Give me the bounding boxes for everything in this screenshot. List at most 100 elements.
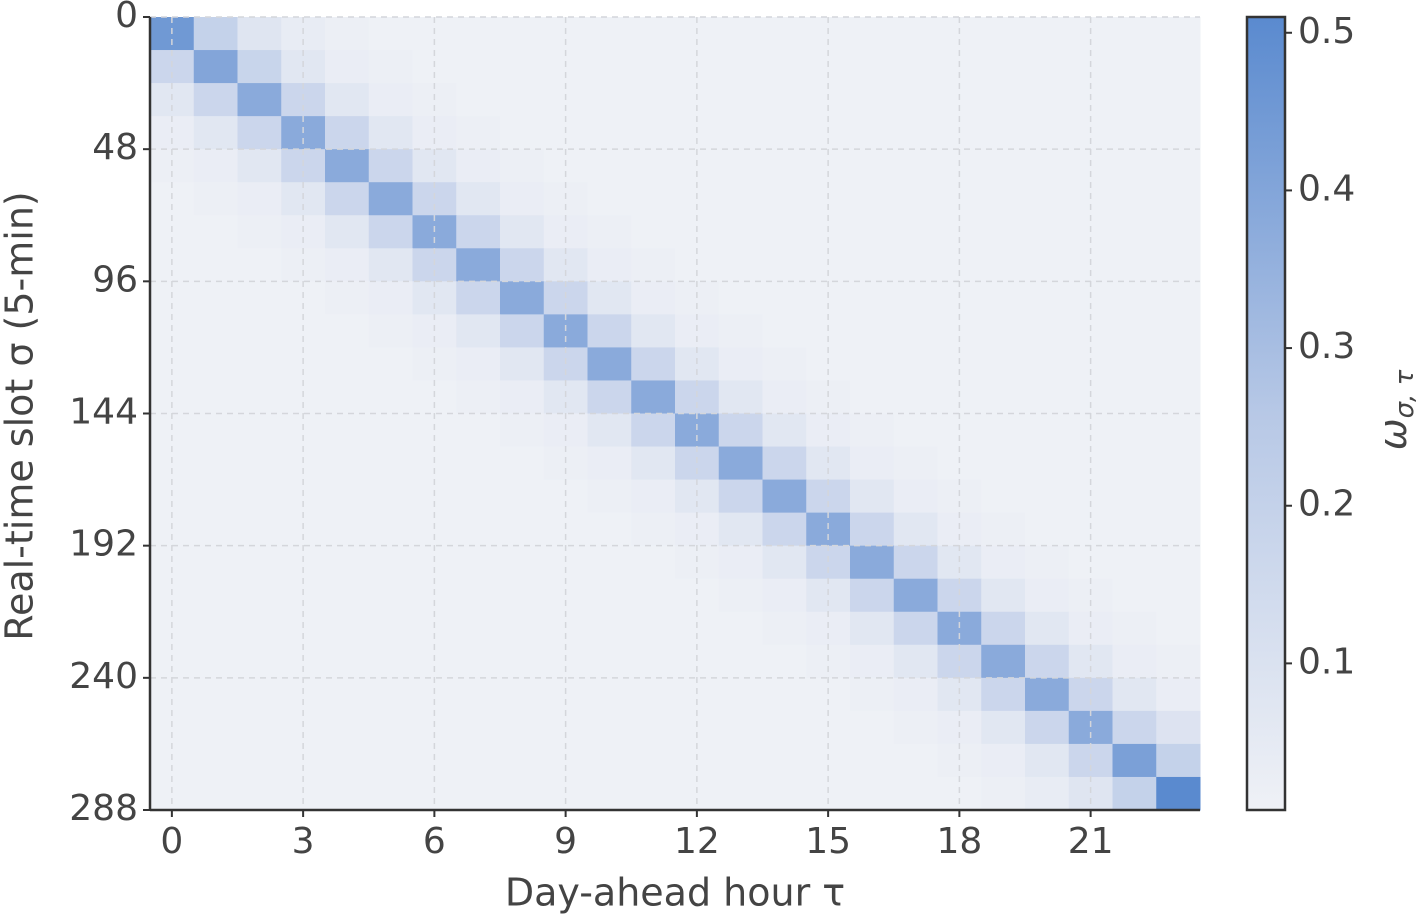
- y-tick-label: 240: [69, 656, 138, 697]
- heatmap-cell: [631, 149, 676, 183]
- heatmap-cell: [631, 545, 676, 580]
- heatmap-cell: [1068, 347, 1113, 381]
- heatmap-cell: [543, 677, 588, 712]
- heatmap-cell: [1112, 83, 1157, 117]
- heatmap-cell: [325, 545, 370, 580]
- colorbar-tick-label: 0.2: [1298, 484, 1355, 525]
- heatmap-cell: [981, 380, 1026, 414]
- heatmap-cell: [850, 578, 895, 613]
- heatmap-cell: [500, 743, 545, 778]
- heatmap-cell: [325, 611, 370, 646]
- heatmap-cell: [1025, 50, 1070, 84]
- heatmap-cell: [631, 578, 676, 613]
- heatmap-cell: [806, 413, 851, 448]
- heatmap-cell: [718, 479, 763, 514]
- heatmap-cell: [281, 545, 326, 580]
- heatmap-cell: [325, 116, 370, 150]
- heatmap-cell: [1112, 413, 1157, 448]
- heatmap-cell: [237, 347, 282, 381]
- heatmap-cell: [806, 380, 851, 414]
- heatmap-cell: [1156, 314, 1201, 348]
- heatmap-cell: [500, 248, 545, 282]
- heatmap-cell: [412, 710, 457, 745]
- heatmap-cell: [893, 314, 938, 348]
- heatmap-cell: [150, 611, 195, 646]
- heatmap-cell: [456, 776, 501, 811]
- heatmap-cell: [456, 50, 501, 84]
- heatmap-cell: [193, 677, 238, 712]
- heatmap-cell: [193, 116, 238, 150]
- heatmap-cell: [631, 50, 676, 84]
- heatmap-cell: [456, 17, 501, 51]
- heatmap-cell: [500, 215, 545, 249]
- y-tick-label: 96: [92, 259, 138, 300]
- heatmap-cell: [1112, 512, 1157, 547]
- heatmap-cell: [587, 248, 632, 282]
- heatmap-cell: [937, 644, 982, 679]
- heatmap-cell: [150, 380, 195, 414]
- heatmap-cell: [631, 413, 676, 448]
- heatmap-cell: [675, 479, 720, 514]
- heatmap-cell: [412, 479, 457, 514]
- heatmap-cell: [806, 710, 851, 745]
- heatmap-cell: [368, 512, 413, 547]
- heatmap-cell: [850, 314, 895, 348]
- heatmap-cell: [893, 479, 938, 514]
- heatmap-cell: [368, 743, 413, 778]
- heatmap-cell: [631, 776, 676, 811]
- heatmap-cell: [937, 380, 982, 414]
- heatmap-cell: [1068, 413, 1113, 448]
- heatmap-cell: [500, 314, 545, 348]
- heatmap-cell: [806, 578, 851, 613]
- heatmap-cell: [1025, 644, 1070, 679]
- heatmap-cell: [412, 545, 457, 580]
- heatmap-cell: [675, 380, 720, 414]
- heatmap-cell: [675, 743, 720, 778]
- heatmap-cell: [368, 182, 413, 216]
- heatmap-cell: [1156, 149, 1201, 183]
- heatmap-cell: [850, 446, 895, 481]
- heatmap-cell: [587, 446, 632, 481]
- heatmap-cell: [718, 281, 763, 315]
- heatmap-cell: [193, 248, 238, 282]
- heatmap-cell: [850, 743, 895, 778]
- heatmap-cell: [193, 743, 238, 778]
- heatmap-cell: [456, 215, 501, 249]
- heatmap-cell: [237, 578, 282, 613]
- heatmap-cell: [718, 149, 763, 183]
- heatmap-cell: [631, 17, 676, 51]
- heatmap-cell: [1156, 446, 1201, 481]
- heatmap-cell: [675, 347, 720, 381]
- heatmap-cell: [237, 776, 282, 811]
- heatmap-cell: [893, 578, 938, 613]
- heatmap-cell: [456, 710, 501, 745]
- heatmap-cell: [325, 479, 370, 514]
- heatmap-cell: [1112, 182, 1157, 216]
- heatmap-cell: [368, 677, 413, 712]
- heatmap-cell: [456, 512, 501, 547]
- heatmap-cell: [193, 611, 238, 646]
- heatmap-cell: [368, 380, 413, 414]
- x-tick-label: 21: [1068, 821, 1114, 862]
- heatmap-cell: [587, 50, 632, 84]
- heatmap-cell: [981, 281, 1026, 315]
- heatmap-cell: [237, 182, 282, 216]
- heatmap-cell: [587, 578, 632, 613]
- heatmap-cell: [631, 83, 676, 117]
- heatmap-cell: [718, 776, 763, 811]
- heatmap-cell: [762, 116, 807, 150]
- heatmap-cell: [1068, 677, 1113, 712]
- heatmap-cell: [1112, 314, 1157, 348]
- heatmap-cell: [981, 710, 1026, 745]
- colorbar: [1245, 15, 1287, 812]
- heatmap-cell: [368, 347, 413, 381]
- heatmap-cell: [1068, 611, 1113, 646]
- heatmap-cell: [718, 248, 763, 282]
- y-tick-label: 48: [92, 127, 138, 168]
- heatmap-cell: [500, 347, 545, 381]
- heatmap-cell: [456, 413, 501, 448]
- heatmap-cell: [325, 314, 370, 348]
- heatmap-cell: [806, 512, 851, 547]
- heatmap-cell: [237, 512, 282, 547]
- heatmap-cell: [587, 776, 632, 811]
